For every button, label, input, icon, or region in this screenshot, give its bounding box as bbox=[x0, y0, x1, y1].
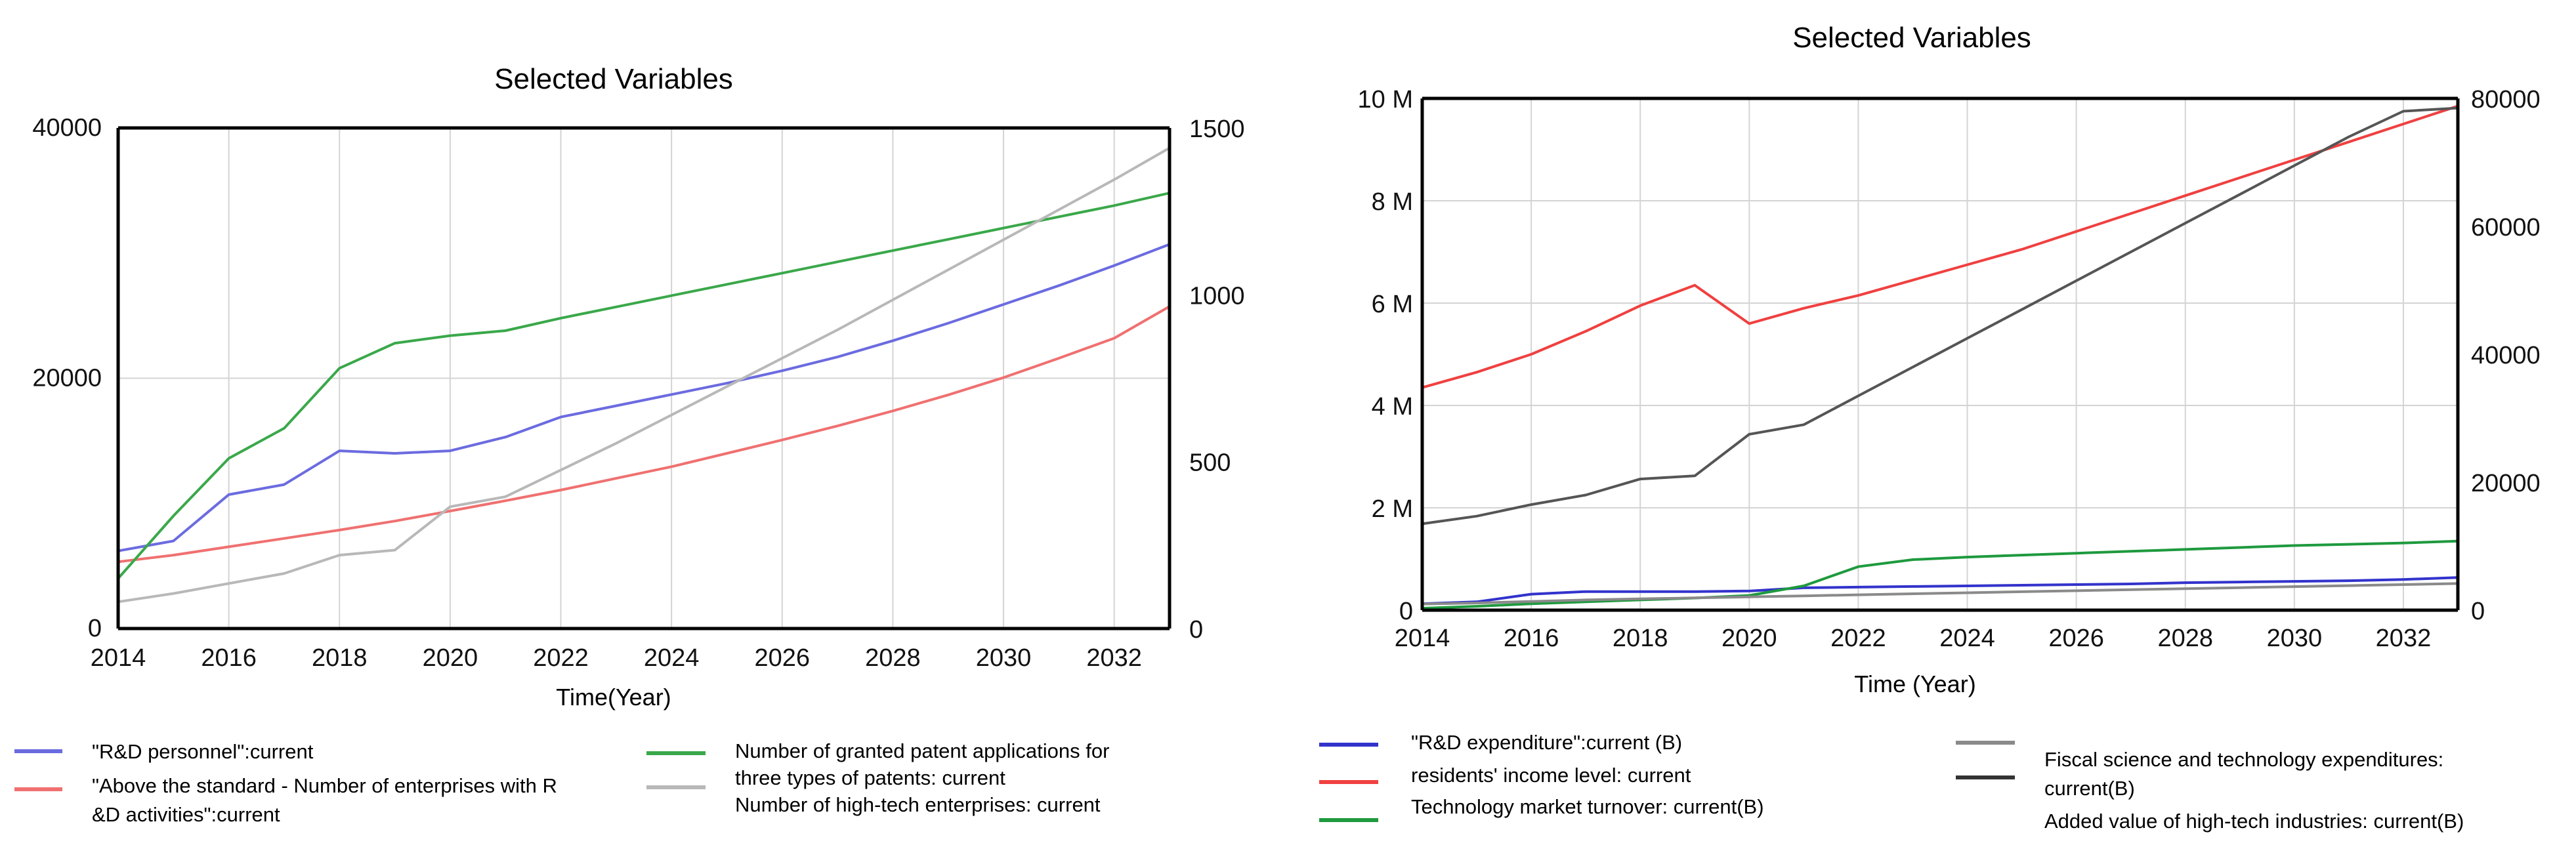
chart-right-legend: "R&D expenditure":current (B) residents'… bbox=[1319, 731, 2464, 833]
series-line-fiscal-science-and-technology-expenditur bbox=[1422, 582, 2459, 606]
chart-left-grid bbox=[117, 127, 1170, 629]
series-line-technology-market-turnover-current-b bbox=[1422, 539, 2459, 610]
y-right-tick-label-0: 0 bbox=[2471, 598, 2485, 625]
legend-label-added-value: Added value of high-tech industries: cur… bbox=[2044, 810, 2464, 833]
chart-right-grid bbox=[1422, 98, 2458, 611]
x-tick-label-2016: 2016 bbox=[1504, 625, 1559, 652]
y-left-tick-label-0: 0 bbox=[88, 615, 102, 642]
x-tick-label-2026: 2026 bbox=[755, 644, 811, 672]
y-right-tick-label-80000: 80000 bbox=[2471, 86, 2541, 114]
y-left-tick-label-0: 0 bbox=[1399, 598, 1413, 625]
y-right-tick-label-0: 0 bbox=[1189, 616, 1203, 644]
series-line-above-the-standard-number-of-enterprises bbox=[117, 305, 1170, 564]
legend-label-income-level: residents' income level: current bbox=[1411, 764, 1691, 787]
x-tick-label-2018: 2018 bbox=[1613, 625, 1668, 652]
x-tick-label-2020: 2020 bbox=[1721, 625, 1777, 652]
series-line-number-of-granted-patent-applications-fo bbox=[117, 192, 1170, 580]
y-left-tick-label-20000: 20000 bbox=[32, 365, 102, 392]
legend-label-fiscal-expenditure-line1: Fiscal science and technology expenditur… bbox=[2044, 748, 2443, 771]
legend-label-rd-expenditure: "R&D expenditure":current (B) bbox=[1411, 731, 1682, 754]
series-line-residents-income-level-current bbox=[1422, 104, 2459, 389]
chart-right-svg: Selected Variables 2014 2016 2018 2020 2022 2… bbox=[1319, 22, 2541, 833]
chart-left-legend: "R&D personnel":current "Above the stand… bbox=[14, 739, 1109, 826]
x-tick-label-2026: 2026 bbox=[2048, 625, 2104, 652]
y-left-tick-label-6-m: 6 M bbox=[1372, 291, 1413, 318]
chart-left-title: Selected Variables bbox=[494, 63, 733, 95]
y-right-tick-label-1000: 1000 bbox=[1189, 282, 1245, 310]
x-tick-label-2030: 2030 bbox=[976, 644, 1032, 672]
x-tick-label-2032: 2032 bbox=[2376, 625, 2432, 652]
chart-panel-right: Selected Variables 2014 2016 2018 2020 2022 2… bbox=[1309, 0, 2576, 865]
y-right-tick-label-20000: 20000 bbox=[2471, 470, 2541, 497]
y-left-tick-label-10-m: 10 M bbox=[1358, 86, 1413, 114]
chart-panel-left: Selected Variables 2014 2016 2018 2020 2022 2… bbox=[0, 0, 1286, 865]
x-tick-label-2024: 2024 bbox=[644, 644, 700, 672]
legend-label-granted-patents-line1: Number of granted patent applications fo… bbox=[735, 739, 1109, 762]
legend-label-high-tech-enterprises: Number of high-tech enterprises: current bbox=[735, 793, 1101, 816]
x-tick-label-2016: 2016 bbox=[201, 644, 257, 672]
chart-right-x-axis-label: Time (Year) bbox=[1854, 671, 1975, 697]
legend-label-fiscal-expenditure-line2: current(B) bbox=[2044, 777, 2135, 800]
chart-right-title: Selected Variables bbox=[1792, 22, 2031, 54]
chart-left-x-ticks: 2014 2016 2018 2020 2022 2024 2026 2028 2030 2032 bbox=[91, 644, 1142, 672]
chart-right-y-ticks-left: 0 2 M 4 M 6 M 8 M 10 M bbox=[1358, 86, 1413, 625]
y-left-tick-label-40000: 40000 bbox=[32, 114, 102, 142]
x-tick-label-2022: 2022 bbox=[1830, 625, 1886, 652]
x-tick-label-2032: 2032 bbox=[1086, 644, 1142, 672]
chart-left-y-ticks-left: 0 20000 40000 bbox=[32, 114, 102, 642]
y-right-tick-label-40000: 40000 bbox=[2471, 342, 2541, 369]
x-tick-label-2018: 2018 bbox=[312, 644, 368, 672]
x-tick-label-2024: 2024 bbox=[1939, 625, 1995, 652]
legend-label-above-standard-line2: &D activities":current bbox=[92, 803, 280, 826]
y-left-tick-label-4-m: 4 M bbox=[1372, 393, 1413, 421]
x-tick-label-2014: 2014 bbox=[1395, 625, 1450, 652]
chart-left-series bbox=[117, 146, 1170, 604]
y-right-tick-label-1500: 1500 bbox=[1189, 115, 1245, 143]
x-tick-label-2028: 2028 bbox=[865, 644, 921, 672]
series-line-added-value-of-high-tech-industries-curr bbox=[1422, 106, 2459, 526]
chart-left-svg: Selected Variables 2014 2016 2018 2020 2022 2… bbox=[14, 63, 1245, 826]
y-left-tick-label-2-m: 2 M bbox=[1372, 495, 1413, 523]
chart-right-y-ticks-right: 0 20000 40000 60000 80000 bbox=[2471, 86, 2541, 625]
legend-label-market-turnover: Technology market turnover: current(B) bbox=[1411, 795, 1764, 818]
legend-label-rd-personnel: "R&D personnel":current bbox=[92, 740, 314, 763]
chart-right-series bbox=[1422, 104, 2459, 610]
x-tick-label-2028: 2028 bbox=[2157, 625, 2213, 652]
series-line-r-d-personnel-current bbox=[117, 243, 1170, 552]
x-tick-label-2022: 2022 bbox=[533, 644, 589, 672]
legend-label-granted-patents-line2: three types of patents: current bbox=[735, 766, 1005, 789]
x-tick-label-2020: 2020 bbox=[423, 644, 478, 672]
series-line-r-d-expenditure-current-b bbox=[1422, 576, 2459, 606]
x-tick-label-2014: 2014 bbox=[91, 644, 146, 672]
legend-label-above-standard-line1: "Above the standard - Number of enterpri… bbox=[92, 774, 557, 797]
chart-left-axes bbox=[116, 126, 1172, 630]
y-right-tick-label-60000: 60000 bbox=[2471, 214, 2541, 241]
chart-right-axes bbox=[1420, 96, 2460, 612]
x-tick-label-2030: 2030 bbox=[2267, 625, 2323, 652]
chart-right-x-ticks: 2014 2016 2018 2020 2022 2024 2026 2028 2030 2032 bbox=[1395, 625, 2431, 652]
chart-left-y-ticks-right: 0 500 1000 1500 bbox=[1189, 115, 1245, 644]
chart-left-x-axis-label: Time(Year) bbox=[556, 684, 671, 711]
series-line-number-of-high-tech-enterprises-current bbox=[117, 146, 1170, 604]
y-left-tick-label-8-m: 8 M bbox=[1372, 188, 1413, 216]
y-right-tick-label-500: 500 bbox=[1189, 449, 1231, 477]
